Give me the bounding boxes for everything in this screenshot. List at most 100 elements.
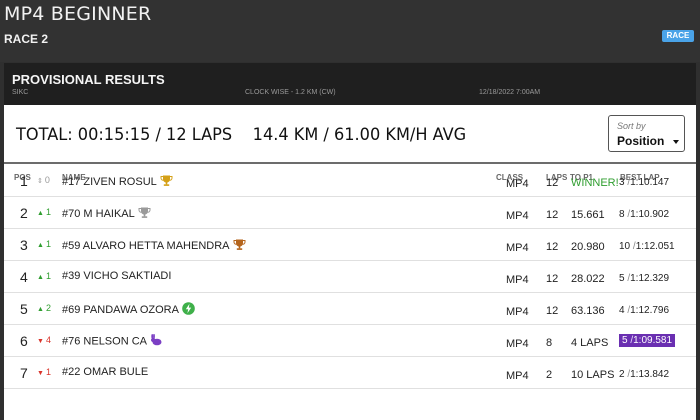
results-title: PROVISIONAL RESULTS <box>12 72 165 87</box>
driver-class: MP4 <box>506 338 529 350</box>
best-lap-separator: / <box>624 369 631 380</box>
table-row[interactable]: 4 ▲ 1 #39 VICHO SAKTIADI MP4 12 28.022 5 /1:12.… <box>4 260 696 293</box>
laps-count: 8 <box>546 337 553 349</box>
arrow-up-icon: ▲ <box>37 274 44 281</box>
chevron-down-icon <box>673 140 679 144</box>
best-lap: 5 /1:12.329 <box>619 273 669 284</box>
driver-name-label: #17 ZIVEN ROSUL <box>62 175 157 188</box>
gap-to-p1: 10 LAPS <box>571 369 615 381</box>
best-lap-number: 5 <box>619 273 625 284</box>
best-lap-separator: / <box>624 305 631 316</box>
table-row[interactable]: 5 ▲ 2 #69 PANDAWA OZORA MP4 12 63.136 4 /1:12.7… <box>4 292 696 325</box>
gap-to-p1: 63.136 <box>571 305 605 317</box>
col-laps[interactable]: LAPS <box>546 173 568 182</box>
col-to-p1[interactable]: TO P1 <box>570 173 593 182</box>
position-change-value: 1 <box>45 239 51 249</box>
best-lap: 8 /1:10.902 <box>619 209 669 220</box>
position-change: ▲ 1 <box>37 271 51 281</box>
driver-name[interactable]: #17 ZIVEN ROSUL <box>62 174 173 190</box>
best-lap: 5 /1:09.581 <box>619 334 676 347</box>
table-row[interactable]: 7 ▼ 1 #22 OMAR BULE MP4 2 10 LAPS 2 /1:13.842 <box>4 356 696 389</box>
best-lap: 4 /1:12.796 <box>619 305 669 316</box>
no-change-icon: ⇕ <box>37 178 43 185</box>
gap-to-p1: WINNER! <box>571 177 619 189</box>
table-row[interactable]: 6 ▼ 4 #76 NELSON CA MP4 8 4 LAPS 5 /1:09.581 <box>4 324 696 357</box>
sort-label: Sort by <box>617 121 646 131</box>
driver-name[interactable]: #69 PANDAWA OZORA <box>62 302 195 318</box>
results-header: PROVISIONAL RESULTS SIKC CLOCK WISE - 1.… <box>4 63 696 105</box>
driver-name-label: #22 OMAR BULE <box>62 366 149 378</box>
best-lap: 2 /1:13.842 <box>619 369 669 380</box>
col-pos[interactable]: POS <box>14 173 31 182</box>
position-change: ▲ 2 <box>37 303 51 313</box>
best-lap-number: 3 <box>619 177 625 188</box>
laps-count: 12 <box>546 305 559 317</box>
race-badge: RACE <box>662 30 694 42</box>
arrow-up-icon: ▲ <box>37 306 44 313</box>
results-card: PROVISIONAL RESULTS SIKC CLOCK WISE - 1.… <box>4 63 696 420</box>
track-layout: CLOCK WISE - 1.2 KM (CW) <box>245 89 336 96</box>
driver-class: MP4 <box>506 210 529 222</box>
driver-name-label: #70 M HAIKAL <box>62 207 135 220</box>
col-best-lap[interactable]: BEST LAP <box>620 173 660 182</box>
driver-name[interactable]: #22 OMAR BULE <box>62 366 148 378</box>
best-lap-number: 8 <box>619 209 625 220</box>
laps-count: 12 <box>546 241 559 253</box>
col-name[interactable]: NAME <box>62 173 86 182</box>
sort-value: Position <box>617 134 665 148</box>
driver-name[interactable]: #59 ALVARO HETTA MAHENDRA <box>62 238 246 254</box>
position-change: ▲ 1 <box>37 239 51 249</box>
sort-dropdown[interactable]: Sort by Position <box>608 115 685 152</box>
best-lap-time: 1:12.051 <box>635 241 675 252</box>
driver-class: MP4 <box>506 306 529 318</box>
arrow-down-icon: ▼ <box>37 338 44 345</box>
best-lap-time: 1:10.902 <box>630 209 670 220</box>
header-divider <box>4 162 696 164</box>
driver-name[interactable]: #76 NELSON CA <box>62 333 163 349</box>
table-row[interactable]: 1 ⇕ 0 #17 ZIVEN ROSUL MP4 12 WINNER! 3 /1:10.14… <box>4 164 696 197</box>
lightning-icon <box>182 302 195 318</box>
best-lap-separator: / <box>627 335 634 346</box>
driver-class: MP4 <box>506 242 529 254</box>
rabbit-icon <box>150 333 163 349</box>
race-title: RACE 2 <box>4 32 49 46</box>
best-lap-time: 1:12.796 <box>630 305 670 316</box>
track-name: SIKC <box>12 89 29 96</box>
event-header: MP4 BEGINNER RACE 2 RACE <box>0 0 700 62</box>
silver-trophy-icon <box>138 206 151 222</box>
position-change-value: 4 <box>45 335 51 345</box>
laps-count: 12 <box>546 273 559 285</box>
driver-name-label: #76 NELSON CA <box>62 335 147 348</box>
driver-name[interactable]: #39 VICHO SAKTIADI <box>62 270 171 282</box>
best-lap-number: 10 <box>619 241 631 252</box>
driver-name[interactable]: #70 M HAIKAL <box>62 206 151 222</box>
best-lap-number: 4 <box>619 305 625 316</box>
col-class[interactable]: CLASS <box>496 173 524 182</box>
best-lap-separator: / <box>630 241 636 252</box>
gap-to-p1: 15.661 <box>571 209 605 221</box>
position: 2 <box>20 205 28 221</box>
table-row[interactable]: 3 ▲ 1 #59 ALVARO HETTA MAHENDRA MP4 12 20.980 1… <box>4 228 696 261</box>
best-lap-number: 2 <box>619 369 625 380</box>
position: 3 <box>20 237 28 253</box>
position-change-value: 1 <box>45 271 51 281</box>
position: 7 <box>20 365 28 381</box>
best-lap-time: 1:12.329 <box>630 273 670 284</box>
table-row[interactable]: 2 ▲ 1 #70 M HAIKAL MP4 12 15.661 8 /1:10.902 <box>4 196 696 229</box>
gap-to-p1: 4 LAPS <box>571 337 609 349</box>
gap-to-p1: 20.980 <box>571 241 605 253</box>
position-change-value: 1 <box>45 367 51 377</box>
position: 1 <box>20 173 28 189</box>
driver-class: MP4 <box>506 178 529 190</box>
laps-count: 12 <box>546 177 559 189</box>
event-title: MP4 BEGINNER <box>4 3 152 25</box>
position: 5 <box>20 301 28 317</box>
race-summary: TOTAL: 00:15:15 / 12 LAPS 14.4 KM / 61.0… <box>16 125 467 145</box>
position-change: ⇕ 0 <box>37 175 50 185</box>
position: 4 <box>20 269 28 285</box>
arrow-up-icon: ▲ <box>37 242 44 249</box>
driver-name-label: #39 VICHO SAKTIADI <box>62 270 172 282</box>
best-lap-time: 1:10.147 <box>630 177 670 188</box>
arrow-down-icon: ▼ <box>37 370 44 377</box>
best-lap: 3 /1:10.147 <box>619 177 669 188</box>
